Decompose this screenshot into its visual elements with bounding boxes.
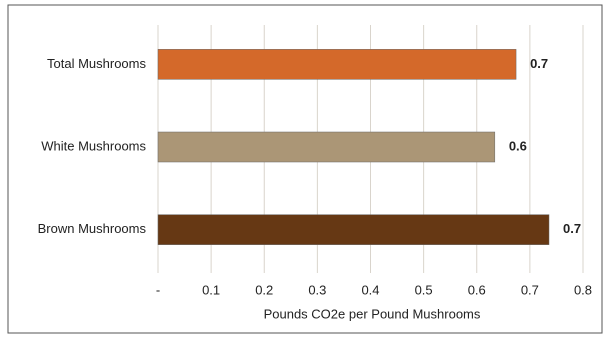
x-tick-label: 0.3 — [308, 282, 326, 297]
x-tick-label: 0.7 — [521, 282, 539, 297]
value-label: 0.6 — [509, 138, 527, 153]
x-axis-label: Pounds CO2e per Pound Mushrooms — [264, 306, 481, 321]
chart-frame — [7, 4, 603, 334]
value-label: 0.7 — [530, 56, 548, 71]
bar — [157, 214, 550, 245]
x-tick-label: 0.2 — [255, 282, 273, 297]
x-tick-label: 0.8 — [574, 282, 592, 297]
x-tick-label: - — [156, 282, 160, 297]
x-tick-label: 0.5 — [415, 282, 433, 297]
y-tick-label: White Mushrooms — [41, 138, 146, 153]
bar — [157, 131, 496, 163]
y-tick-label: Brown Mushrooms — [38, 221, 147, 236]
value-label: 0.7 — [563, 221, 581, 236]
x-tick-label: 0.6 — [468, 282, 486, 297]
x-tick-label: 0.1 — [202, 282, 220, 297]
bar — [157, 49, 517, 80]
y-tick-label: Total Mushrooms — [47, 56, 146, 71]
x-tick-label: 0.4 — [361, 282, 379, 297]
